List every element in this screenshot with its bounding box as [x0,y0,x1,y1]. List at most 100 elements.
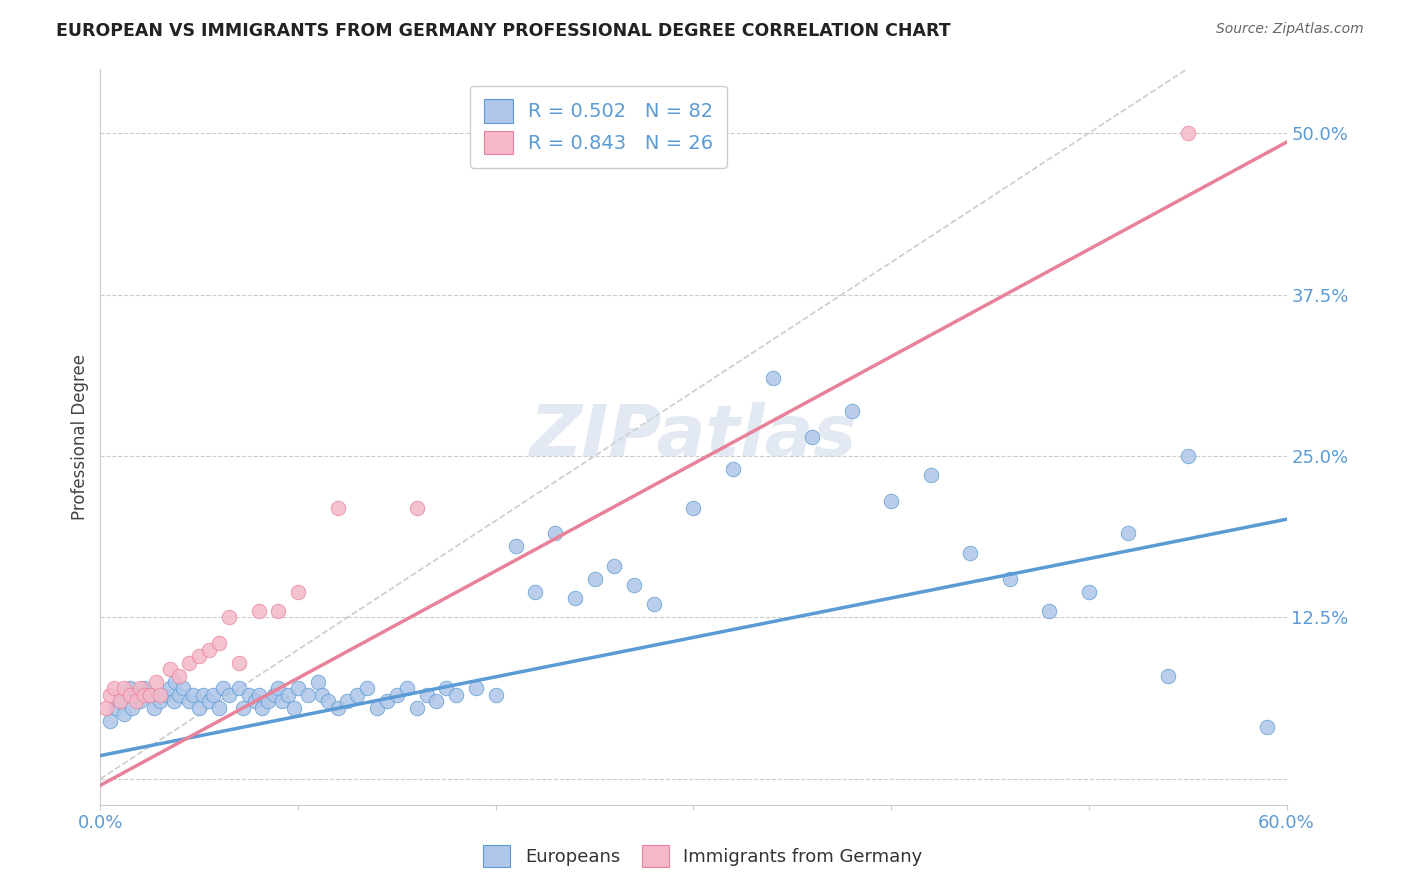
Legend: Europeans, Immigrants from Germany: Europeans, Immigrants from Germany [477,838,929,874]
Point [311,688,333,702]
Point [326,701,349,715]
Point [1177,126,1199,140]
Point [132,681,155,696]
Point [179,694,201,708]
Point [125,694,148,708]
Point [165,675,187,690]
Point [247,688,270,702]
Point [346,688,368,702]
Point [98,714,121,728]
Point [583,572,606,586]
Point [267,604,290,618]
Point [139,688,162,702]
Point [485,688,508,702]
Point [208,636,231,650]
Point [682,500,704,515]
Point [142,701,165,715]
Text: Source: ZipAtlas.com: Source: ZipAtlas.com [1216,22,1364,37]
Point [841,404,863,418]
Point [1256,720,1278,734]
Point [188,649,211,664]
Point [232,701,254,715]
Point [181,688,204,702]
Point [118,688,141,702]
Point [179,656,201,670]
Point [326,500,349,515]
Point [96,701,118,715]
Point [202,688,225,702]
Point [1118,526,1140,541]
Point [643,598,665,612]
Point [118,681,141,696]
Point [465,681,488,696]
Point [198,642,221,657]
Point [238,688,260,702]
Point [172,681,194,696]
Point [128,681,150,696]
Point [159,681,181,696]
Point [316,694,339,708]
Point [149,694,172,708]
Point [108,694,131,708]
Point [105,701,128,715]
Point [257,694,280,708]
Point [243,694,266,708]
Point [228,681,250,696]
Point [920,468,942,483]
Point [366,701,388,715]
Point [415,688,437,702]
Y-axis label: Professional Degree: Professional Degree [72,353,89,520]
Point [544,526,567,541]
Point [252,701,274,715]
Point [405,500,427,515]
Point [623,578,645,592]
Legend: R = 0.502   N = 82, R = 0.843   N = 26: R = 0.502 N = 82, R = 0.843 N = 26 [470,86,727,168]
Point [218,610,240,624]
Point [425,694,447,708]
Point [1157,668,1180,682]
Point [159,662,181,676]
Point [307,675,329,690]
Point [761,371,783,385]
Point [263,688,285,702]
Point [208,701,231,715]
Point [1177,449,1199,463]
Point [385,688,408,702]
Point [277,688,299,702]
Point [188,701,211,715]
Point [112,681,135,696]
Point [375,694,398,708]
Text: ZIPatlas: ZIPatlas [530,402,858,471]
Point [247,604,270,618]
Point [218,688,240,702]
Point [336,694,359,708]
Point [721,462,744,476]
Point [169,668,191,682]
Point [145,675,167,690]
Point [297,688,319,702]
Point [149,688,172,702]
Point [132,688,155,702]
Point [152,688,174,702]
Point [434,681,457,696]
Point [191,688,214,702]
Point [880,494,903,508]
Point [603,558,626,573]
Point [801,429,824,443]
Point [405,701,427,715]
Point [98,688,121,702]
Point [139,688,162,702]
Point [283,701,305,715]
Point [524,584,547,599]
Point [395,681,418,696]
Point [444,688,467,702]
Point [267,681,290,696]
Text: EUROPEAN VS IMMIGRANTS FROM GERMANY PROFESSIONAL DEGREE CORRELATION CHART: EUROPEAN VS IMMIGRANTS FROM GERMANY PROF… [56,22,950,40]
Point [162,694,184,708]
Point [212,681,235,696]
Point [103,681,125,696]
Point [1038,604,1060,618]
Point [128,694,150,708]
Point [1077,584,1099,599]
Point [287,681,309,696]
